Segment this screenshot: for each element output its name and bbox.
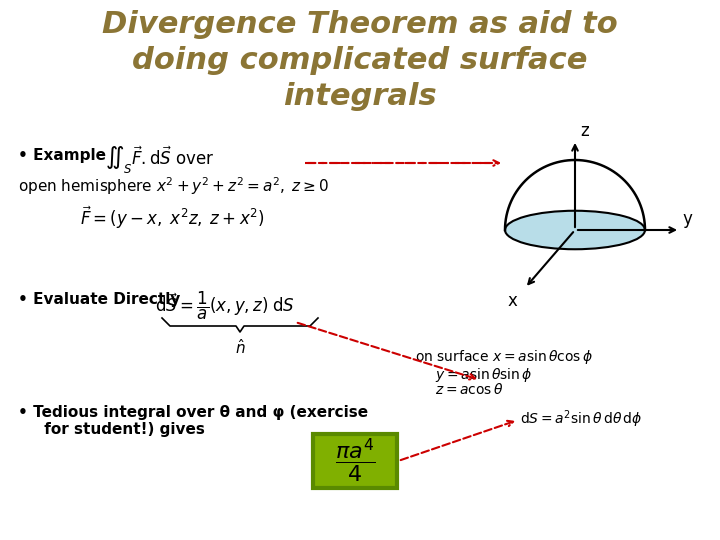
Text: $z = a\cos\theta$: $z = a\cos\theta$ [435,382,504,397]
Text: integrals: integrals [283,82,437,111]
Text: doing complicated surface: doing complicated surface [132,46,588,75]
Ellipse shape [505,211,645,249]
Text: $\dfrac{\pi a^4}{4}$: $\dfrac{\pi a^4}{4}$ [335,437,375,485]
Text: $\vec{F} = (y - x,\; x^2 z,\; z + x^2)$: $\vec{F} = (y - x,\; x^2 z,\; z + x^2)$ [80,205,265,232]
Text: • Tedious integral over θ and φ (exercise: • Tedious integral over θ and φ (exercis… [18,405,368,420]
Text: $\mathrm{d}\vec{S} = \dfrac{1}{a}(x, y, z)\;\mathrm{d}S$: $\mathrm{d}\vec{S} = \dfrac{1}{a}(x, y, … [155,290,294,322]
FancyBboxPatch shape [313,434,397,488]
Text: open hemisphere $x^2 + y^2 + z^2 = a^2,\; z \geq 0$: open hemisphere $x^2 + y^2 + z^2 = a^2,\… [18,175,329,197]
Text: • Example: • Example [18,148,106,163]
Text: for student!) gives: for student!) gives [18,422,205,437]
Text: Divergence Theorem as aid to: Divergence Theorem as aid to [102,10,618,39]
Text: $\hat{n}$: $\hat{n}$ [235,338,246,357]
Text: $\iint_S \vec{F}.\mathrm{d}\vec{S}$ over: $\iint_S \vec{F}.\mathrm{d}\vec{S}$ over [105,145,215,177]
Text: $y = a\sin\theta\sin\phi$: $y = a\sin\theta\sin\phi$ [435,366,533,384]
Text: x: x [507,292,517,310]
Text: • Evaluate Directly: • Evaluate Directly [18,292,181,307]
Text: y: y [682,210,692,228]
Text: on surface $x = a\sin\theta\cos\phi$: on surface $x = a\sin\theta\cos\phi$ [415,348,593,366]
Text: $\mathrm{d}S = a^2\sin\theta\,\mathrm{d}\theta\,\mathrm{d}\phi$: $\mathrm{d}S = a^2\sin\theta\,\mathrm{d}… [520,408,642,430]
Text: z: z [580,122,589,140]
